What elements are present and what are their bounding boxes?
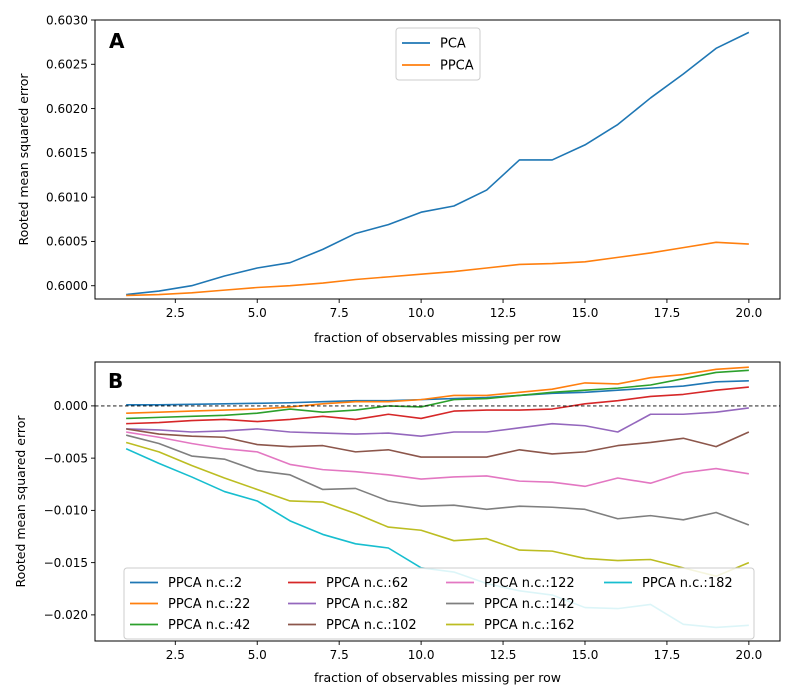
panel-b-x-ticks: 2.5 5.0 7.5 10.0 12.5 15.0 17.5 20.0 — [166, 641, 762, 662]
panel-a-x-tick-label: 15.0 — [572, 306, 599, 320]
panel-b-legend-label: PPCA n.c.:22 — [168, 597, 250, 612]
panel-b: 2.5 5.0 7.5 10.0 12.5 15.0 17.5 20.0 −0.020−0.0… — [13, 361, 781, 685]
panel-b-x-axis-label: fraction of observables missing per row — [314, 670, 561, 685]
panel-a-x-tick-label: 20.0 — [736, 306, 763, 320]
panel-b-x-tick-label: 17.5 — [654, 648, 681, 662]
panel-b-legend-label: PPCA n.c.:82 — [326, 597, 408, 612]
panel-b-series-line-0 — [126, 380, 749, 406]
panel-b-series-line-3 — [126, 386, 749, 425]
panel-a-x-tick-label: 17.5 — [654, 306, 681, 320]
panel-a-x-ticks: 2.5 5.0 7.5 10.0 12.5 15.0 17.5 20.0 — [166, 299, 762, 320]
panel-a-y-tick-label: 0.6010 — [46, 190, 88, 204]
panel-a-legend-box — [395, 27, 481, 81]
panel-b-y-axis-label: Rooted mean squared error — [13, 415, 28, 588]
panel-a-y-tick-label: 0.6025 — [46, 58, 88, 72]
panel-a-letter: A — [109, 29, 125, 53]
panel-a-x-tick-label: 5.0 — [248, 306, 267, 320]
panel-a-series-line-0 — [126, 31, 750, 296]
panel-b-y-tick-label: −0.020 — [44, 608, 88, 622]
panel-b-y-tick-label: −0.015 — [44, 556, 88, 570]
panel-b-legend-label: PPCA n.c.:142 — [484, 597, 575, 612]
panel-a-y-tick-label: 0.6030 — [46, 13, 88, 27]
panel-a-y-tick-label: 0.6015 — [46, 146, 88, 160]
panel-a-y-tick-label: 0.6020 — [46, 102, 88, 116]
panel-b-series-line-8 — [125, 441, 750, 578]
panel-b-legend-label: PPCA n.c.:122 — [484, 576, 575, 591]
panel-b-legend-box — [123, 567, 755, 640]
panel-b-legend-label: PPCA n.c.:162 — [484, 618, 575, 633]
panel-b-y-tick-label: −0.005 — [44, 451, 88, 465]
panel-a-y-tick-label: 0.6005 — [46, 235, 88, 249]
panel-b-series-line-6 — [126, 431, 749, 488]
panel-b-series — [125, 366, 750, 629]
panel-a-series-line-1 — [126, 241, 749, 297]
panel-b-legend-label: PPCA n.c.:182 — [642, 576, 733, 591]
panel-b-series-line-1 — [126, 366, 749, 414]
panel-a-x-axis-label: fraction of observables missing per row — [314, 330, 561, 345]
panel-a-x-tick-label: 12.5 — [490, 306, 517, 320]
panel-a-x-tick-label: 2.5 — [166, 306, 185, 320]
panel-b-letter: B — [108, 369, 123, 393]
panel-a-x-tick-label: 10.0 — [408, 306, 435, 320]
panel-b-x-tick-label: 20.0 — [736, 648, 763, 662]
panel-b-legend: PPCA n.c.:2 PPCA n.c.:22 PPCA n.c.:42 PPCA … — [123, 567, 755, 640]
panel-b-x-tick-label: 10.0 — [408, 648, 435, 662]
panel-b-y-tick-label: 0.000 — [54, 399, 88, 413]
panel-a-legend-label: PCA — [440, 37, 466, 52]
panel-b-y-tick-label: −0.010 — [44, 504, 88, 518]
panel-b-x-tick-label: 7.5 — [330, 648, 349, 662]
panel-b-legend-label: PPCA n.c.:2 — [168, 576, 242, 591]
panel-b-legend-label: PPCA n.c.:62 — [326, 576, 408, 591]
panel-a-legend-label: PPCA — [440, 59, 474, 74]
panel-a-y-tick-label: 0.6000 — [46, 279, 88, 293]
panel-a-x-tick-label: 7.5 — [330, 306, 349, 320]
panel-a-legend: PCA PPCA — [395, 27, 481, 81]
panel-a-frame — [94, 19, 781, 300]
panel-a-series — [126, 31, 750, 297]
panel-a: 2.5 5.0 7.5 10.0 12.5 15.0 17.5 20.0 0.60000.60… — [16, 13, 781, 345]
panel-b-x-tick-label: 12.5 — [490, 648, 517, 662]
panel-b-frame — [94, 361, 781, 642]
panel-b-x-tick-label: 2.5 — [166, 648, 185, 662]
panel-b-series-line-2 — [126, 369, 749, 420]
panel-b-series-line-5 — [126, 428, 750, 458]
panel-b-y-ticks: −0.020 −0.015 −0.010 −0.005 0.000 — [44, 399, 95, 622]
panel-b-series-line-7 — [125, 434, 750, 526]
panel-b-series-line-4 — [126, 407, 749, 437]
panel-b-x-tick-label: 5.0 — [248, 648, 267, 662]
panel-b-x-tick-label: 15.0 — [572, 648, 599, 662]
panel-a-y-axis-label: Rooted mean squared error — [16, 73, 31, 246]
panel-b-legend-label: PPCA n.c.:42 — [168, 618, 250, 633]
panel-a-y-ticks: 0.6000 0.6005 0.6010 0.6015 0.6020 0.6025 0.60… — [46, 13, 95, 293]
panel-b-legend-label: PPCA n.c.:102 — [326, 618, 417, 633]
